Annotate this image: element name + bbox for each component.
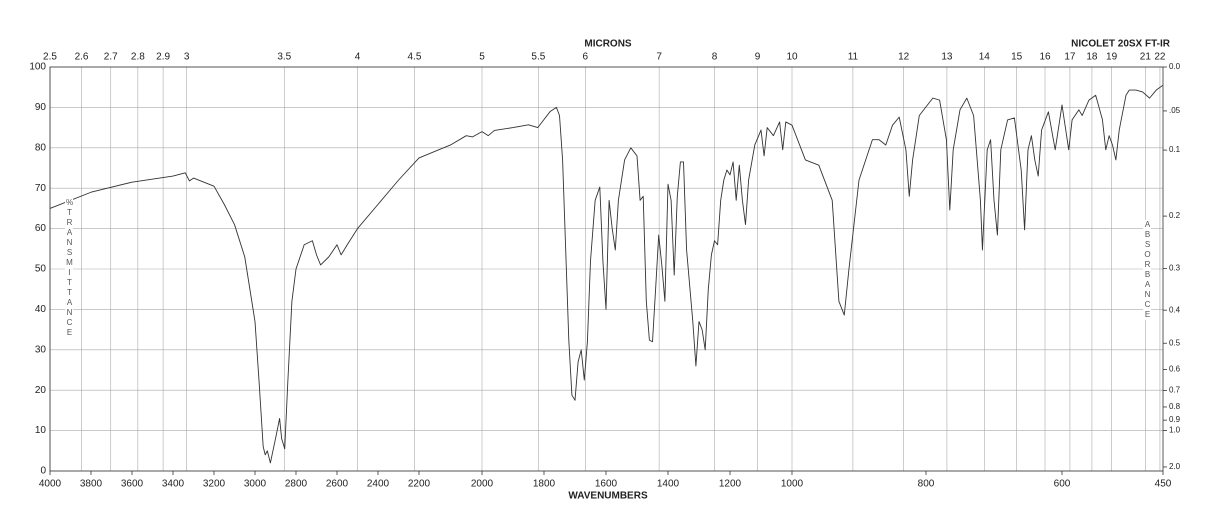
x-tick-label: 600 [1054, 479, 1071, 490]
x2-tick-label: 8 [712, 52, 718, 63]
x2-tick-label: 2.6 [75, 52, 89, 63]
x-tick-label: 1400 [657, 479, 680, 490]
y2-tick-label: 0.0 [1169, 62, 1181, 71]
y2-tick-label: 0.4 [1169, 305, 1181, 314]
x2-tick-label: 22 [1154, 52, 1166, 63]
x2-tick-label: 4 [355, 52, 361, 63]
spectrum-line [49, 84, 1164, 464]
y2-tick-label: 0.9 [1169, 415, 1181, 424]
x-tick-label: 3200 [203, 479, 226, 490]
x-tick-label: 2600 [326, 479, 349, 490]
x2-tick-label: 2.7 [104, 52, 118, 63]
y-tick-label: 90 [35, 102, 47, 113]
x2-tick-label: 19 [1106, 52, 1118, 63]
x-tick-label: 450 [1155, 479, 1172, 490]
plot-frame [49, 66, 1164, 472]
x2-tick-label: 16 [1039, 52, 1051, 63]
y-tick-label: 20 [35, 385, 47, 396]
x2-tick-label: 7 [656, 52, 662, 63]
x2-tick-label: 9 [755, 52, 761, 63]
y2-tick-label: 0.1 [1169, 145, 1181, 154]
x2-tick-label: 4.5 [407, 52, 421, 63]
x2-tick-label: 3.5 [277, 52, 291, 63]
x2-tick-label: 14 [979, 52, 991, 63]
y-tick-label: 80 [35, 142, 47, 153]
y-tick-label: 100 [29, 62, 46, 73]
x-tick-label: 3800 [80, 479, 103, 490]
x-tick-label: 2400 [367, 479, 390, 490]
y2-tick-label: 0.2 [1169, 211, 1181, 220]
y2-tick-label: 2.0 [1169, 462, 1181, 471]
x-tick-label: 3400 [162, 479, 185, 490]
y-tick-label: 50 [35, 264, 47, 275]
x-tick-label: 3000 [244, 479, 267, 490]
x2-tick-label: 11 [848, 52, 859, 63]
x-tick-label: 4000 [39, 479, 62, 490]
x-tick-label: 800 [918, 479, 935, 490]
x-tick-label: 1000 [781, 479, 804, 490]
y2-tick-label: 0.8 [1169, 402, 1181, 411]
y2-tick-label: 0.6 [1169, 365, 1181, 374]
y2-tick-label: 0.3 [1169, 264, 1181, 273]
y2-tick-label: 0.5 [1169, 338, 1181, 347]
x2-tick-label: 17 [1064, 52, 1076, 63]
y2-tick-label: .05 [1169, 106, 1181, 115]
y2-tick-label: 1.0 [1169, 426, 1181, 435]
x-axis-label: WAVENUMBERS [568, 491, 648, 502]
x2-tick-label: 15 [1011, 52, 1023, 63]
x2-tick-label: 13 [941, 52, 953, 63]
x2-tick-label: 2.8 [131, 52, 145, 63]
x-tick-label: 2000 [471, 479, 494, 490]
x2-tick-label: 2.9 [156, 52, 170, 63]
y2-axis-label: ABSORBANCE [1143, 220, 1152, 320]
y-tick-label: 10 [35, 425, 47, 436]
x2-tick-label: 2.5 [43, 52, 57, 63]
y2-tick-label: 0.7 [1169, 386, 1181, 395]
y-tick-label: 70 [35, 183, 47, 194]
x2-tick-label: 21 [1140, 52, 1152, 63]
x-tick-label: 1600 [595, 479, 618, 490]
x2-tick-label: 5.5 [531, 52, 545, 63]
x2-tick-label: 10 [786, 52, 798, 63]
x2-tick-label: 18 [1086, 52, 1098, 63]
y-tick-label: 60 [35, 223, 47, 234]
x2-axis-label: MICRONS [584, 39, 632, 50]
x-tick-label: 2800 [285, 479, 308, 490]
y-tick-label: 30 [35, 344, 47, 355]
x2-tick-label: 6 [583, 52, 589, 63]
x-tick-label: 2200 [408, 479, 431, 490]
x-tick-label: 3600 [121, 479, 144, 490]
chart-title: NICOLET 20SX FT-IR [1071, 39, 1171, 50]
x-tick-label: 1200 [719, 479, 742, 490]
y-tick-label: 0 [40, 466, 46, 477]
y-tick-label: 40 [35, 304, 47, 315]
y-axis-label: %TRANSMITTANCE [65, 198, 74, 338]
x-tick-label: 1800 [533, 479, 556, 490]
x2-tick-label: 12 [898, 52, 910, 63]
x2-tick-label: 5 [479, 52, 485, 63]
x2-tick-label: 3 [184, 52, 190, 63]
